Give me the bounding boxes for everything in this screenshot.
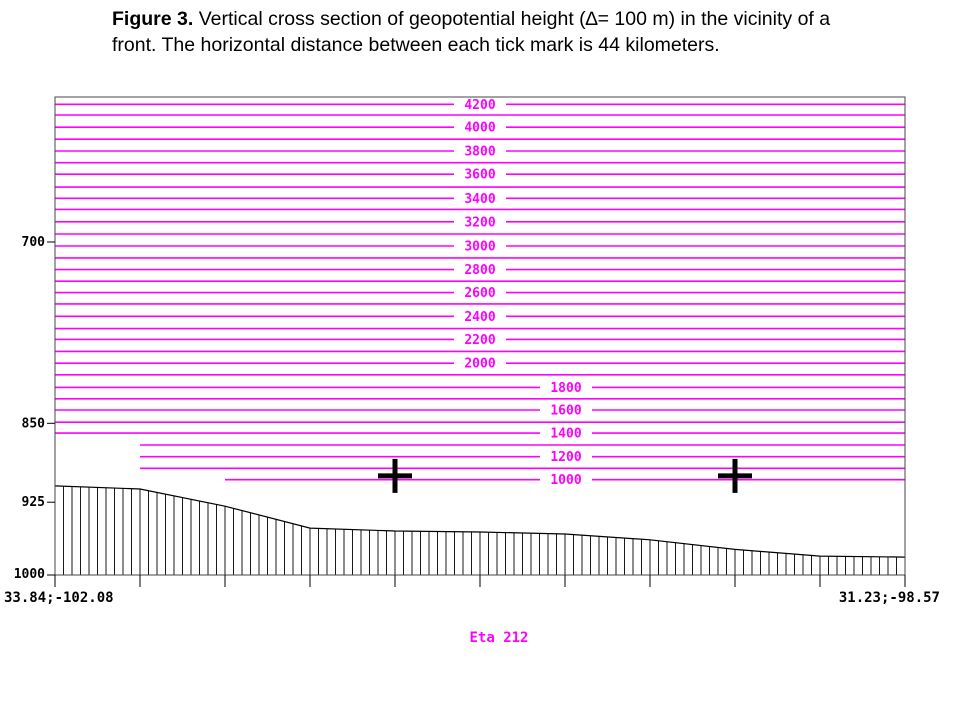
y-tick-label-700: 700	[22, 235, 46, 250]
figure-label: Figure 3.	[112, 8, 194, 30]
plus-marker-1	[378, 458, 412, 493]
contour-label-3000: 3000	[464, 239, 495, 254]
contour-label-1800: 1800	[550, 381, 581, 396]
contour-label-3200: 3200	[464, 215, 495, 230]
contour-label-4200: 4200	[464, 98, 495, 113]
contour-label-3600: 3600	[464, 168, 495, 183]
contour-label-2600: 2600	[464, 286, 495, 301]
contour-label-1200: 1200	[550, 450, 581, 465]
contour-layer	[55, 103, 905, 481]
y-tick-label-925: 925	[22, 495, 45, 510]
contour-label-4000: 4000	[464, 121, 495, 136]
contour-label-1000: 1000	[550, 473, 581, 488]
contour-label-2400: 2400	[464, 310, 495, 325]
contour-label-2800: 2800	[464, 263, 495, 278]
contour-label-3800: 3800	[464, 145, 495, 160]
contour-label-3400: 3400	[464, 192, 495, 207]
contour-label-2000: 2000	[464, 357, 495, 372]
figure-caption: Figure 3. Vertical cross section of geop…	[112, 6, 832, 58]
y-tick-label-1000: 1000	[14, 567, 45, 582]
plus-marker-2	[718, 458, 752, 493]
y-tick-label-850: 850	[22, 416, 46, 431]
figure-caption-text: Vertical cross section of geopotential h…	[112, 8, 831, 56]
axes-layer: 700 850 925 1000	[14, 96, 906, 587]
x-axis-right-label: 31.23;-98.57	[839, 590, 940, 606]
contour-label-2200: 2200	[464, 333, 495, 348]
terrain-layer	[54, 485, 906, 575]
marker-layer	[378, 458, 752, 493]
x-axis-left-label: 33.84;-102.08	[4, 590, 114, 606]
chart-title: Eta 212	[469, 630, 528, 646]
contour-label-1600: 1600	[550, 403, 581, 418]
contour-label-1400: 1400	[550, 427, 581, 442]
contour-label-layer: 1000 1200 1400 1600 1800 2000 2200 2400 2600 2800…	[464, 98, 581, 488]
